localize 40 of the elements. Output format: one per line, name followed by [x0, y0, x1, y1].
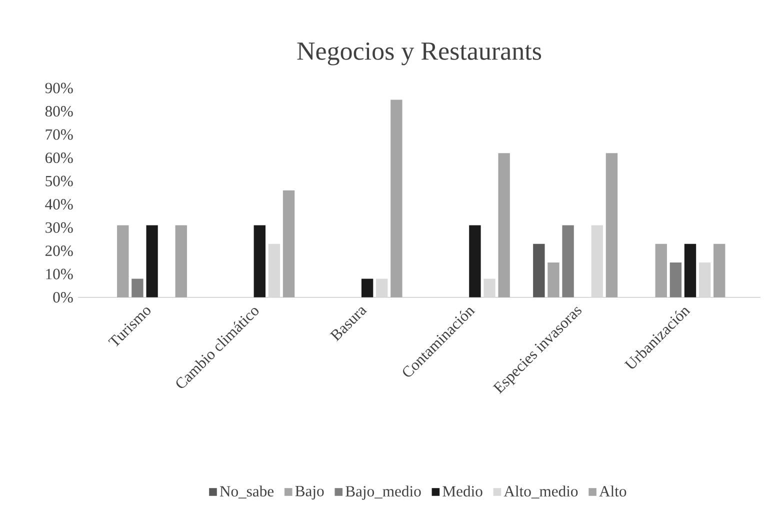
bar	[254, 226, 266, 298]
bar	[469, 226, 481, 298]
legend-label: Alto_medio	[504, 486, 578, 499]
y-tick-label: 80%	[45, 106, 73, 117]
legend-label: Bajo_medio	[346, 486, 421, 500]
y-tick-label: 70%	[46, 130, 73, 140]
legend-label: No_sabe	[220, 486, 274, 499]
bar	[146, 226, 158, 298]
bar	[698, 262, 711, 298]
bar	[498, 153, 510, 298]
legend-label: Alto	[599, 486, 626, 497]
bar	[562, 226, 574, 298]
bar	[376, 278, 388, 298]
y-tick-label: 0%	[53, 292, 73, 303]
bar	[282, 190, 295, 298]
legend-label: Medio	[442, 486, 482, 497]
y-tick-label: 60%	[45, 152, 73, 164]
bar	[655, 244, 667, 298]
bar	[117, 226, 129, 298]
y-tick-label: 40%	[45, 199, 73, 210]
legend-label: Bajo	[295, 486, 324, 500]
bar	[390, 100, 402, 298]
bar	[268, 244, 280, 298]
bar	[714, 244, 726, 298]
y-tick-label: 10%	[46, 269, 73, 280]
y-tick-label: 90%	[45, 83, 73, 94]
bar	[361, 278, 374, 298]
bar	[533, 244, 545, 298]
y-tick-label: 50%	[46, 176, 73, 187]
chart-title: Negocios y Restaurants	[297, 42, 542, 66]
bar	[175, 226, 187, 298]
bar	[684, 244, 696, 298]
bar	[132, 278, 144, 298]
y-tick-label: 30%	[46, 222, 73, 234]
bar	[591, 226, 604, 298]
bar	[548, 262, 560, 298]
bar	[670, 262, 682, 298]
bar	[484, 278, 496, 298]
y-tick-label: 20%	[46, 246, 73, 256]
bar	[606, 153, 618, 298]
